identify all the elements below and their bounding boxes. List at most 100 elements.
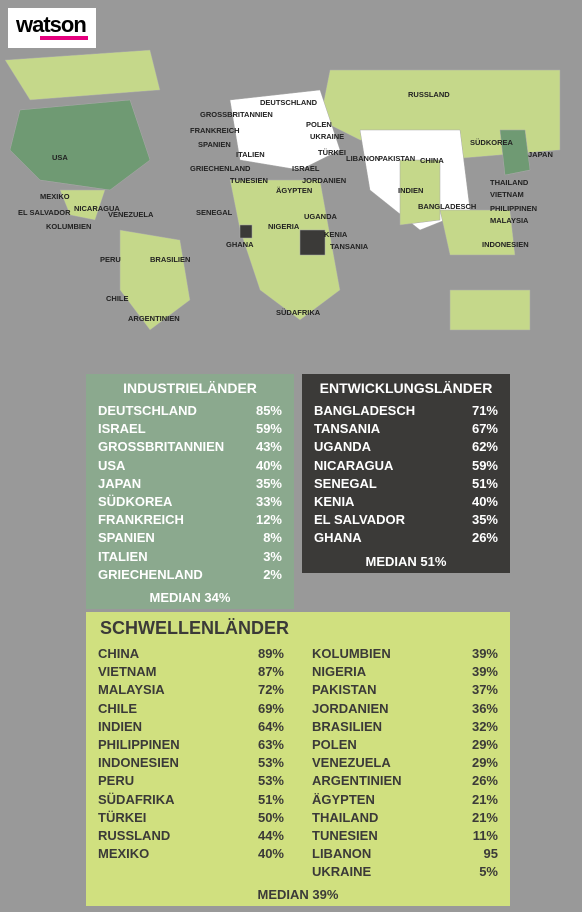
map-label: CHINA [420,156,444,165]
country-name: GROSSBRITANNIEN [98,438,224,456]
map-label: THAILAND [490,178,528,187]
table-row: SPANIEN8% [98,529,282,547]
country-name: SPANIEN [98,529,155,547]
table-row: TANSANIA67% [314,420,498,438]
country-name: UGANDA [314,438,371,456]
table-row: VIETNAM87% [98,663,284,681]
country-value: 29% [472,736,498,754]
table-row: CHILE69% [98,700,284,718]
table-row: MEXIKO40% [98,845,284,863]
map-label: ITALIEN [236,150,265,159]
map-label: ÄGYPTEN [276,186,312,195]
country-value: 44% [258,827,284,845]
country-name: BRASILIEN [312,718,382,736]
table-row: RUSSLAND 44% [98,827,284,845]
table-row: INDONESIEN53% [98,754,284,772]
country-value: 35% [256,475,282,493]
country-name: INDONESIEN [98,754,179,772]
country-name: TUNESIEN [312,827,378,845]
country-value: 50% [258,809,284,827]
panel-industrial: INDUSTRIELÄNDER DEUTSCHLAND85%ISRAEL59%G… [86,374,294,609]
country-name: BANGLADESCH [314,402,415,420]
map-label: DEUTSCHLAND [260,98,317,107]
country-name: JAPAN [98,475,141,493]
country-name: GHANA [314,529,362,547]
table-row: SÜDAFRIKA51% [98,791,284,809]
country-name: MALAYSIA [98,681,165,699]
map-region-usa [10,100,150,190]
map-label: MALAYSIA [490,216,528,225]
map-label: LIBANON [346,154,380,163]
country-name: GRIECHENLAND [98,566,203,584]
map-label: ISRAEL [292,164,320,173]
country-value: 21% [472,809,498,827]
country-name: ARGENTINIEN [312,772,402,790]
country-value: 71% [472,402,498,420]
table-row: SENEGAL51% [314,475,498,493]
country-value: 29% [472,754,498,772]
map-label: BANGLADESCH [418,202,476,211]
table-row: ITALIEN3% [98,548,282,566]
table-row: MALAYSIA 72% [98,681,284,699]
country-name: ISRAEL [98,420,146,438]
table-row: TUNESIEN11% [312,827,498,845]
map-region-ghana-dark [240,225,252,238]
table-row: CHINA89% [98,645,284,663]
country-value: 72% [258,681,284,699]
table-row: UGANDA62% [314,438,498,456]
map-label: BRASILIEN [150,255,190,264]
country-name: LIBANON [312,845,371,863]
country-name: RUSSLAND [98,827,170,845]
country-value: 40% [258,845,284,863]
country-name: CHINA [98,645,139,663]
panel-title: SCHWELLENLÄNDER [98,618,498,639]
country-name: CHILE [98,700,137,718]
table-row: BANGLADESCH 71% [314,402,498,420]
map-label: PAKISTAN [378,154,415,163]
country-value: 43% [256,438,282,456]
table-row: USA 40% [98,457,282,475]
country-value: 63% [258,736,284,754]
map-label: JORDANIEN [302,176,346,185]
table-row: PERU53% [98,772,284,790]
country-name: SÜDKOREA [98,493,172,511]
country-name: POLEN [312,736,357,754]
map-label: JAPAN [528,150,553,159]
map-label: EL SALVADOR [18,208,71,217]
country-name: PERU [98,772,134,790]
country-name: FRANKREICH [98,511,184,529]
country-name: VIETNAM [98,663,157,681]
country-name: THAILAND [312,809,378,827]
map-label: ARGENTINIEN [128,314,180,323]
map-label: FRANKREICH [190,126,240,135]
country-value: 35% [472,511,498,529]
map-label: TÜRKEI [318,148,346,157]
country-value: 26% [472,772,498,790]
median-label: MEDIAN 34% [98,590,282,605]
panel-title: ENTWICKLUNGSLÄNDER [314,380,498,396]
country-name: KENIA [314,493,354,511]
country-value: 33% [256,493,282,511]
world-map: USAMEXIKOEL SALVADORNICARAGUAKOLUMBIENVE… [0,30,582,370]
map-label: SENEGAL [196,208,232,217]
map-label: SPANIEN [198,140,231,149]
country-name: TANSANIA [314,420,380,438]
table-row: JAPAN 35% [98,475,282,493]
country-name: USA [98,457,125,475]
map-label: RUSSLAND [408,90,450,99]
map-label: NIGERIA [268,222,299,231]
country-value: 36% [472,700,498,718]
map-region-canada [5,50,160,100]
table-row: PAKISTAN37% [312,681,498,699]
map-label: GROSSBRITANNIEN [200,110,273,119]
table-row: DEUTSCHLAND85% [98,402,282,420]
country-value: 59% [256,420,282,438]
country-value: 51% [472,475,498,493]
table-row: NIGERIA39% [312,663,498,681]
map-label: TANSANIA [330,242,368,251]
country-value: 40% [256,457,282,475]
table-row: EL SALVADOR35% [314,511,498,529]
map-label: USA [52,153,68,162]
map-label: PHILIPPINEN [490,204,537,213]
table-row: JORDANIEN36% [312,700,498,718]
